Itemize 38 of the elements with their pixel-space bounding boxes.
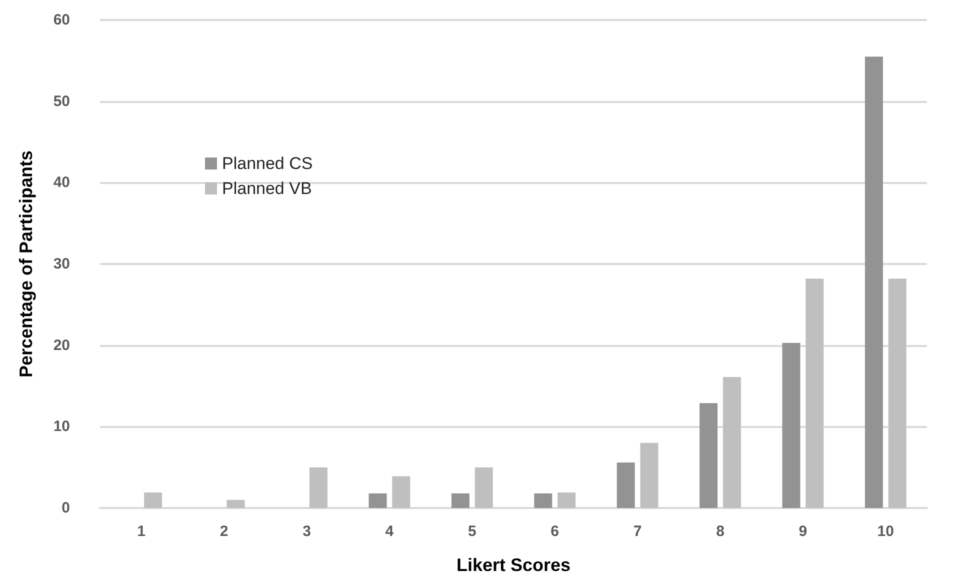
bar xyxy=(616,462,635,508)
bar xyxy=(640,442,658,508)
bar xyxy=(534,493,552,508)
y-tick-label: 10 xyxy=(53,418,70,436)
y-tick-label: 60 xyxy=(53,12,70,28)
bar xyxy=(700,403,718,508)
x-tick-label: 3 xyxy=(302,523,311,540)
bar xyxy=(864,56,883,508)
bar xyxy=(392,476,410,508)
x-tick-label: 2 xyxy=(220,523,228,540)
x-tick-label: 5 xyxy=(468,523,476,540)
y-tick-label: 30 xyxy=(53,256,70,272)
x-tick-label: 10 xyxy=(877,523,894,540)
legend-label: Planned CS xyxy=(222,154,313,173)
bar xyxy=(806,278,824,508)
x-tick-label: 7 xyxy=(633,523,642,540)
bar xyxy=(451,493,470,508)
bar xyxy=(558,492,576,508)
bar xyxy=(474,467,493,508)
bar xyxy=(888,278,906,508)
x-tick-label: 4 xyxy=(385,523,394,540)
bar xyxy=(782,342,800,508)
x-tick-label: 8 xyxy=(716,523,724,540)
bar xyxy=(722,377,741,508)
y-tick-label: 50 xyxy=(53,92,70,110)
bar xyxy=(226,500,245,508)
x-axis-title: Likert Scores xyxy=(456,555,571,575)
x-tick-label: 6 xyxy=(550,523,560,540)
legend-label: Planned VB xyxy=(222,179,312,198)
bar xyxy=(309,467,328,508)
x-tick-label: 1 xyxy=(137,523,146,540)
y-tick-label: 20 xyxy=(53,336,70,354)
x-tick-label: 9 xyxy=(798,523,808,540)
bar xyxy=(144,492,162,508)
bar xyxy=(368,493,387,508)
y-tick-label: 0 xyxy=(62,500,70,516)
y-tick-label: 40 xyxy=(53,174,70,192)
y-axis-title: Percentage of Participants xyxy=(16,150,36,378)
